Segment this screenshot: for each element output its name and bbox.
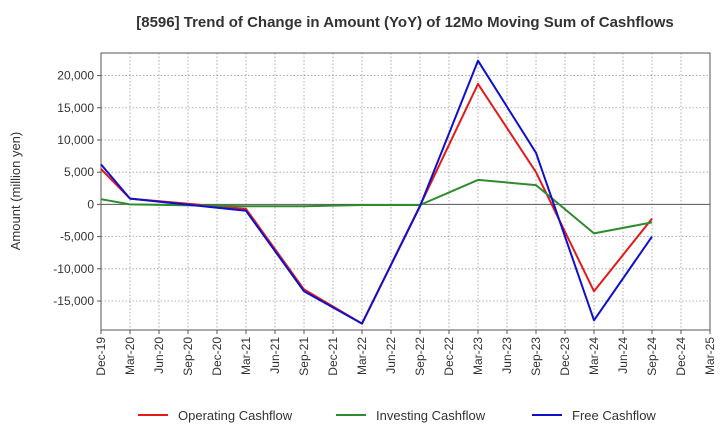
x-tick-label: Dec-20 bbox=[210, 337, 224, 376]
x-tick-label: Dec-22 bbox=[442, 337, 456, 376]
x-tick-label: Mar-24 bbox=[587, 337, 601, 375]
y-axis-label: Amount (million yen) bbox=[8, 132, 23, 251]
y-tick-label: 0 bbox=[87, 197, 94, 211]
x-tick-label: Jun-24 bbox=[616, 337, 630, 374]
y-tick-label: -15,000 bbox=[53, 294, 94, 308]
y-tick-label: 20,000 bbox=[57, 69, 94, 83]
x-tick-label: Dec-23 bbox=[558, 337, 572, 376]
series-line-free-cashflow bbox=[100, 59, 653, 325]
x-tick-label: Sep-20 bbox=[181, 337, 195, 376]
series-line-investing-cashflow bbox=[100, 178, 653, 235]
x-tick-label: Sep-22 bbox=[413, 337, 427, 376]
y-axis-ticks: -15,000 -10,000 -5,000 0 5,000 10,000 15,000 20… bbox=[53, 69, 101, 308]
y-tick-label: -5,000 bbox=[60, 230, 94, 244]
x-tick-label: Jun-22 bbox=[384, 337, 398, 374]
x-tick-label: Jun-23 bbox=[500, 337, 514, 374]
x-tick-label: Sep-24 bbox=[645, 337, 659, 376]
x-tick-label: Sep-21 bbox=[297, 337, 311, 376]
x-tick-label: Jun-21 bbox=[268, 337, 282, 374]
legend: Operating Cashflow Investing Cashflow Free… bbox=[138, 408, 656, 423]
legend-label: Operating Cashflow bbox=[178, 408, 293, 423]
x-tick-label: Dec-19 bbox=[94, 337, 108, 376]
y-tick-label: 10,000 bbox=[57, 133, 94, 147]
x-tick-label: Mar-20 bbox=[123, 337, 137, 375]
x-tick-label: Mar-25 bbox=[703, 337, 717, 375]
grid bbox=[100, 52, 711, 331]
x-tick-label: Mar-21 bbox=[239, 337, 253, 375]
plot-frame bbox=[100, 52, 711, 331]
x-tick-label: Sep-23 bbox=[529, 337, 543, 376]
y-tick-label: 5,000 bbox=[64, 165, 94, 179]
x-tick-label: Dec-24 bbox=[674, 337, 688, 376]
y-tick-label: 15,000 bbox=[57, 101, 94, 115]
y-tick-label: -10,000 bbox=[53, 262, 94, 276]
legend-label: Free Cashflow bbox=[572, 408, 656, 423]
chart-title: [8596] Trend of Change in Amount (YoY) o… bbox=[136, 14, 674, 31]
x-tick-label: Dec-21 bbox=[326, 337, 340, 376]
x-tick-label: Mar-23 bbox=[471, 337, 485, 375]
x-tick-label: Mar-22 bbox=[355, 337, 369, 375]
legend-label: Investing Cashflow bbox=[376, 408, 486, 423]
x-axis-ticks: Dec-19 Mar-20 Jun-20 Sep-20 Dec-20 Mar-21 Jun-… bbox=[94, 330, 717, 376]
series-lines bbox=[100, 59, 653, 325]
x-tick-label: Jun-20 bbox=[152, 337, 166, 374]
